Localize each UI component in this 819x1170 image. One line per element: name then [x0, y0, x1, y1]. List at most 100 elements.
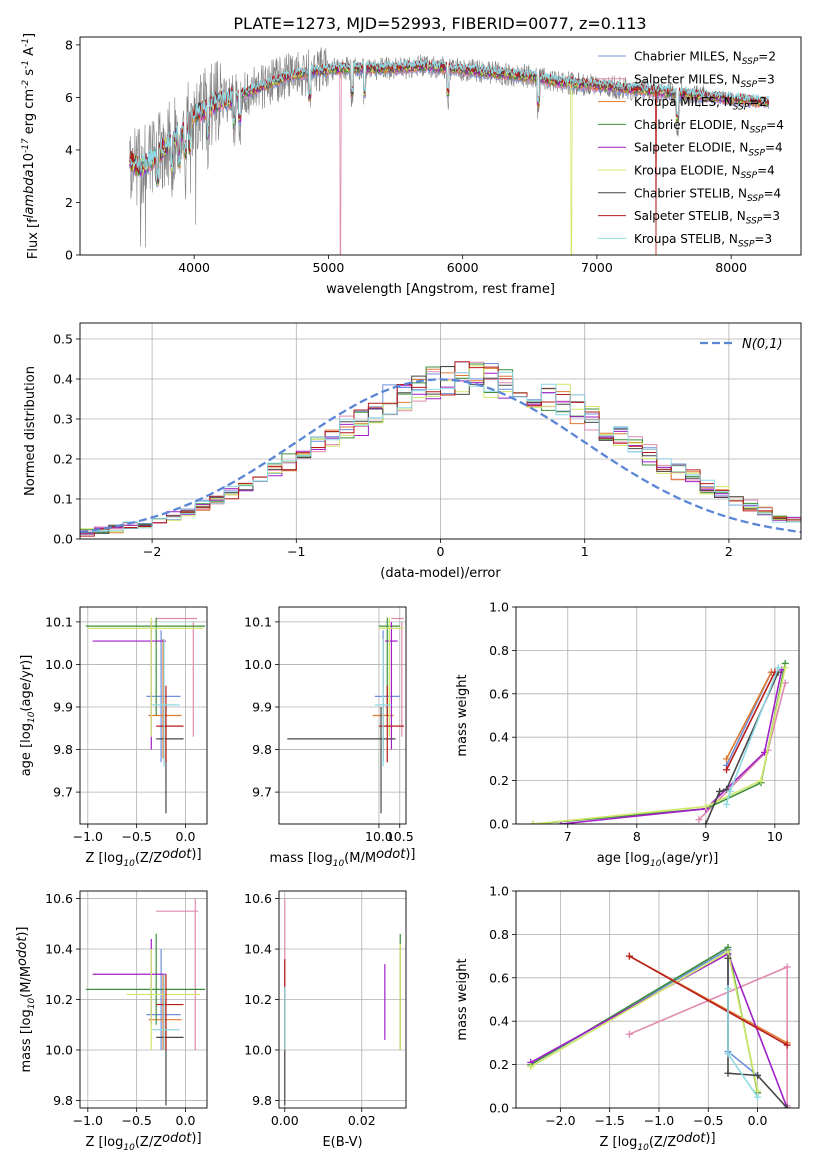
errorbar-salpeter-stelib [156, 685, 184, 763]
x-tick-label: 8000 [715, 260, 747, 275]
y-tick-label: 0 [65, 248, 73, 263]
legend-label-kroupa-elodie: Kroupa ELODIE, NSSP=4 [634, 164, 775, 182]
x-tick-label: 7000 [581, 260, 613, 275]
x-tick-label: 4000 [178, 260, 210, 275]
weight-marker-kroupa-stelib [754, 1093, 762, 1101]
y-tick-label: 0.0 [53, 532, 73, 547]
spectrum-plot-area [129, 47, 770, 255]
weight-marker-kroupa-stelib [723, 800, 731, 808]
x-tick-label: −1 [287, 544, 305, 559]
y-tick-label: 0.3 [53, 412, 73, 427]
mass-weight-vs-Z-panel: −2.0 −1.5 −1.0 −0.5 0.0 0.0 0.2 0.4 0.6 0.8 1.0 Z [… [455, 884, 800, 1153]
y-tick-label: 0.5 [53, 332, 73, 347]
y-tick-label: 0.0 [489, 817, 509, 832]
y-tick-label: 1.0 [489, 884, 509, 899]
weight-line-chabrier-miles [530, 948, 759, 1077]
y-axis-label: mass [log10(M/Modot)] [15, 927, 37, 1073]
weight-marker-kroupa-elodie [529, 820, 537, 824]
errorbar-kroupa-miles [148, 974, 182, 1050]
age-vs-Z-panel: −1.0 −0.5 0.0 9.7 9.8 9.9 10.0 10.1 Z [log10(Z/Z… [19, 606, 208, 869]
axes-frame [515, 890, 800, 1109]
weight-marker-chabrier-stelib [724, 1069, 732, 1077]
x-axis-label: age [log10(age/yr)] [597, 851, 719, 869]
y-tick-label: 10.1 [45, 614, 73, 629]
weight-line-chabrier-stelib [705, 671, 780, 824]
weight-line-kroupa-stelib [727, 988, 759, 1098]
age-vs-mass-plot-area [287, 617, 404, 814]
weight-marker-chabrier-stelib [783, 1104, 791, 1108]
weight-marker-kroupa-miles [723, 755, 731, 763]
y-tick-label: 10.0 [45, 1042, 73, 1057]
y-tick-label: 0.0 [489, 1101, 509, 1116]
y-tick-label: 0.1 [53, 492, 73, 507]
x-axis-label: Z [log10(Z/Zodot)] [85, 1131, 201, 1153]
x-tick-label: 1 [581, 544, 589, 559]
y-tick-label: 0.6 [489, 686, 509, 701]
legend-label-chabrier-stelib: Chabrier STELIB, NSSP=4 [634, 186, 781, 204]
x-tick-label: 10.5 [386, 829, 414, 844]
x-tick-label: −1.5 [594, 1113, 624, 1128]
axes-frame [79, 36, 802, 256]
y-tick-label: 6 [65, 90, 73, 105]
weight-marker-chabrier-stelib [702, 820, 710, 824]
x-tick-label: −1.0 [644, 1113, 674, 1128]
weight-marker-salpeter-stelib [723, 766, 731, 774]
y-axis-label: mass weight [455, 958, 470, 1040]
weight-marker-kroupa-elodie [724, 948, 732, 956]
x-tick-label: 0.0 [748, 1113, 768, 1128]
x-tick-label: 0.0 [176, 1113, 196, 1128]
x-tick-label: −0.5 [121, 829, 151, 844]
y-axis-label: Flux [flambda10-17 erg cm-2 s-1 A-1] [21, 33, 41, 259]
weight-marker-kroupa-stelib [724, 1050, 732, 1058]
weight-marker-kroupa-stelib [774, 664, 782, 672]
y-tick-label: 9.8 [252, 742, 272, 757]
x-axis-label: E(B-V) [322, 1135, 362, 1150]
x-tick-label: 5000 [312, 260, 344, 275]
panels: 4000 5000 6000 7000 8000 0 2 4 6 8 wavelength [Ang… [15, 33, 802, 1153]
errorbar-salpeter-elodie [385, 621, 398, 750]
x-tick-label: 8 [633, 829, 641, 844]
y-tick-label: 0.4 [489, 730, 509, 745]
x-tick-label: 0 [437, 544, 445, 559]
y-tick-label: 2 [65, 195, 73, 210]
y-axis-label: age [log10(age/yr)] [19, 655, 37, 777]
legend-label-kroupa-stelib: Kroupa STELIB, NSSP=3 [634, 232, 772, 250]
x-tick-label: 0.02 [348, 1113, 376, 1128]
y-tick-label: 10.0 [45, 657, 73, 672]
errorbar-chabrier-elodie [85, 933, 206, 1025]
y-tick-label: 4 [65, 142, 73, 157]
axes-frame [79, 606, 208, 825]
weight-line-kroupa-miles [725, 671, 773, 760]
spectrum-legend: Chabrier MILES, NSSP=2 Salpeter MILES, NS… [598, 50, 784, 250]
errorbar-kroupa-elodie [87, 617, 204, 737]
mass-weight-vs-Z-plot-area [527, 943, 791, 1108]
mass-vs-Z-panel: −1.0 −0.5 0.0 9.8 10.0 10.2 10.4 10.6 Z [log10(Z… [15, 890, 208, 1153]
errorbar-chabrier-elodie [85, 617, 206, 716]
x-tick-label: 10 [767, 829, 783, 844]
x-tick-label: −2.0 [545, 1113, 575, 1128]
y-tick-label: 0.4 [489, 1014, 509, 1029]
y-tick-label: 8 [65, 37, 73, 52]
legend-label-chabrier-miles: Chabrier MILES, NSSP=2 [634, 50, 776, 68]
x-tick-label: −1.0 [73, 829, 103, 844]
weight-line-chabrier-elodie [530, 946, 759, 1093]
weight-marker-salpeter-stelib [783, 1041, 791, 1049]
x-axis-label: Z [log10(Z/Zodot)] [85, 847, 201, 869]
weight-line-salpeter-elodie [560, 669, 783, 824]
x-tick-label: 9 [702, 829, 710, 844]
x-tick-label: −0.5 [693, 1113, 723, 1128]
y-tick-label: 10.0 [244, 1042, 272, 1057]
spectrum-panel: 4000 5000 6000 7000 8000 0 2 4 6 8 wavelength [Ang… [21, 33, 802, 297]
y-tick-label: 9.9 [53, 699, 73, 714]
errorbar-kroupa-miles [148, 638, 182, 759]
errorbar-salpeter-miles [156, 898, 199, 1050]
y-tick-label: 10.6 [45, 891, 73, 906]
y-tick-label: 10.2 [244, 992, 272, 1007]
x-axis-label: wavelength [Angstrom, rest frame] [326, 282, 555, 297]
weight-marker-salpeter-stelib [625, 952, 633, 960]
weight-marker-kroupa-stelib [724, 985, 732, 993]
errorbar-salpeter-miles [156, 617, 198, 737]
mass-weight-vs-age-panel: 7 8 9 10 0.0 0.2 0.4 0.6 0.8 1.0 age [log10(age/yr… [455, 600, 800, 869]
mass-weight-vs-age-plot-area [529, 659, 789, 824]
